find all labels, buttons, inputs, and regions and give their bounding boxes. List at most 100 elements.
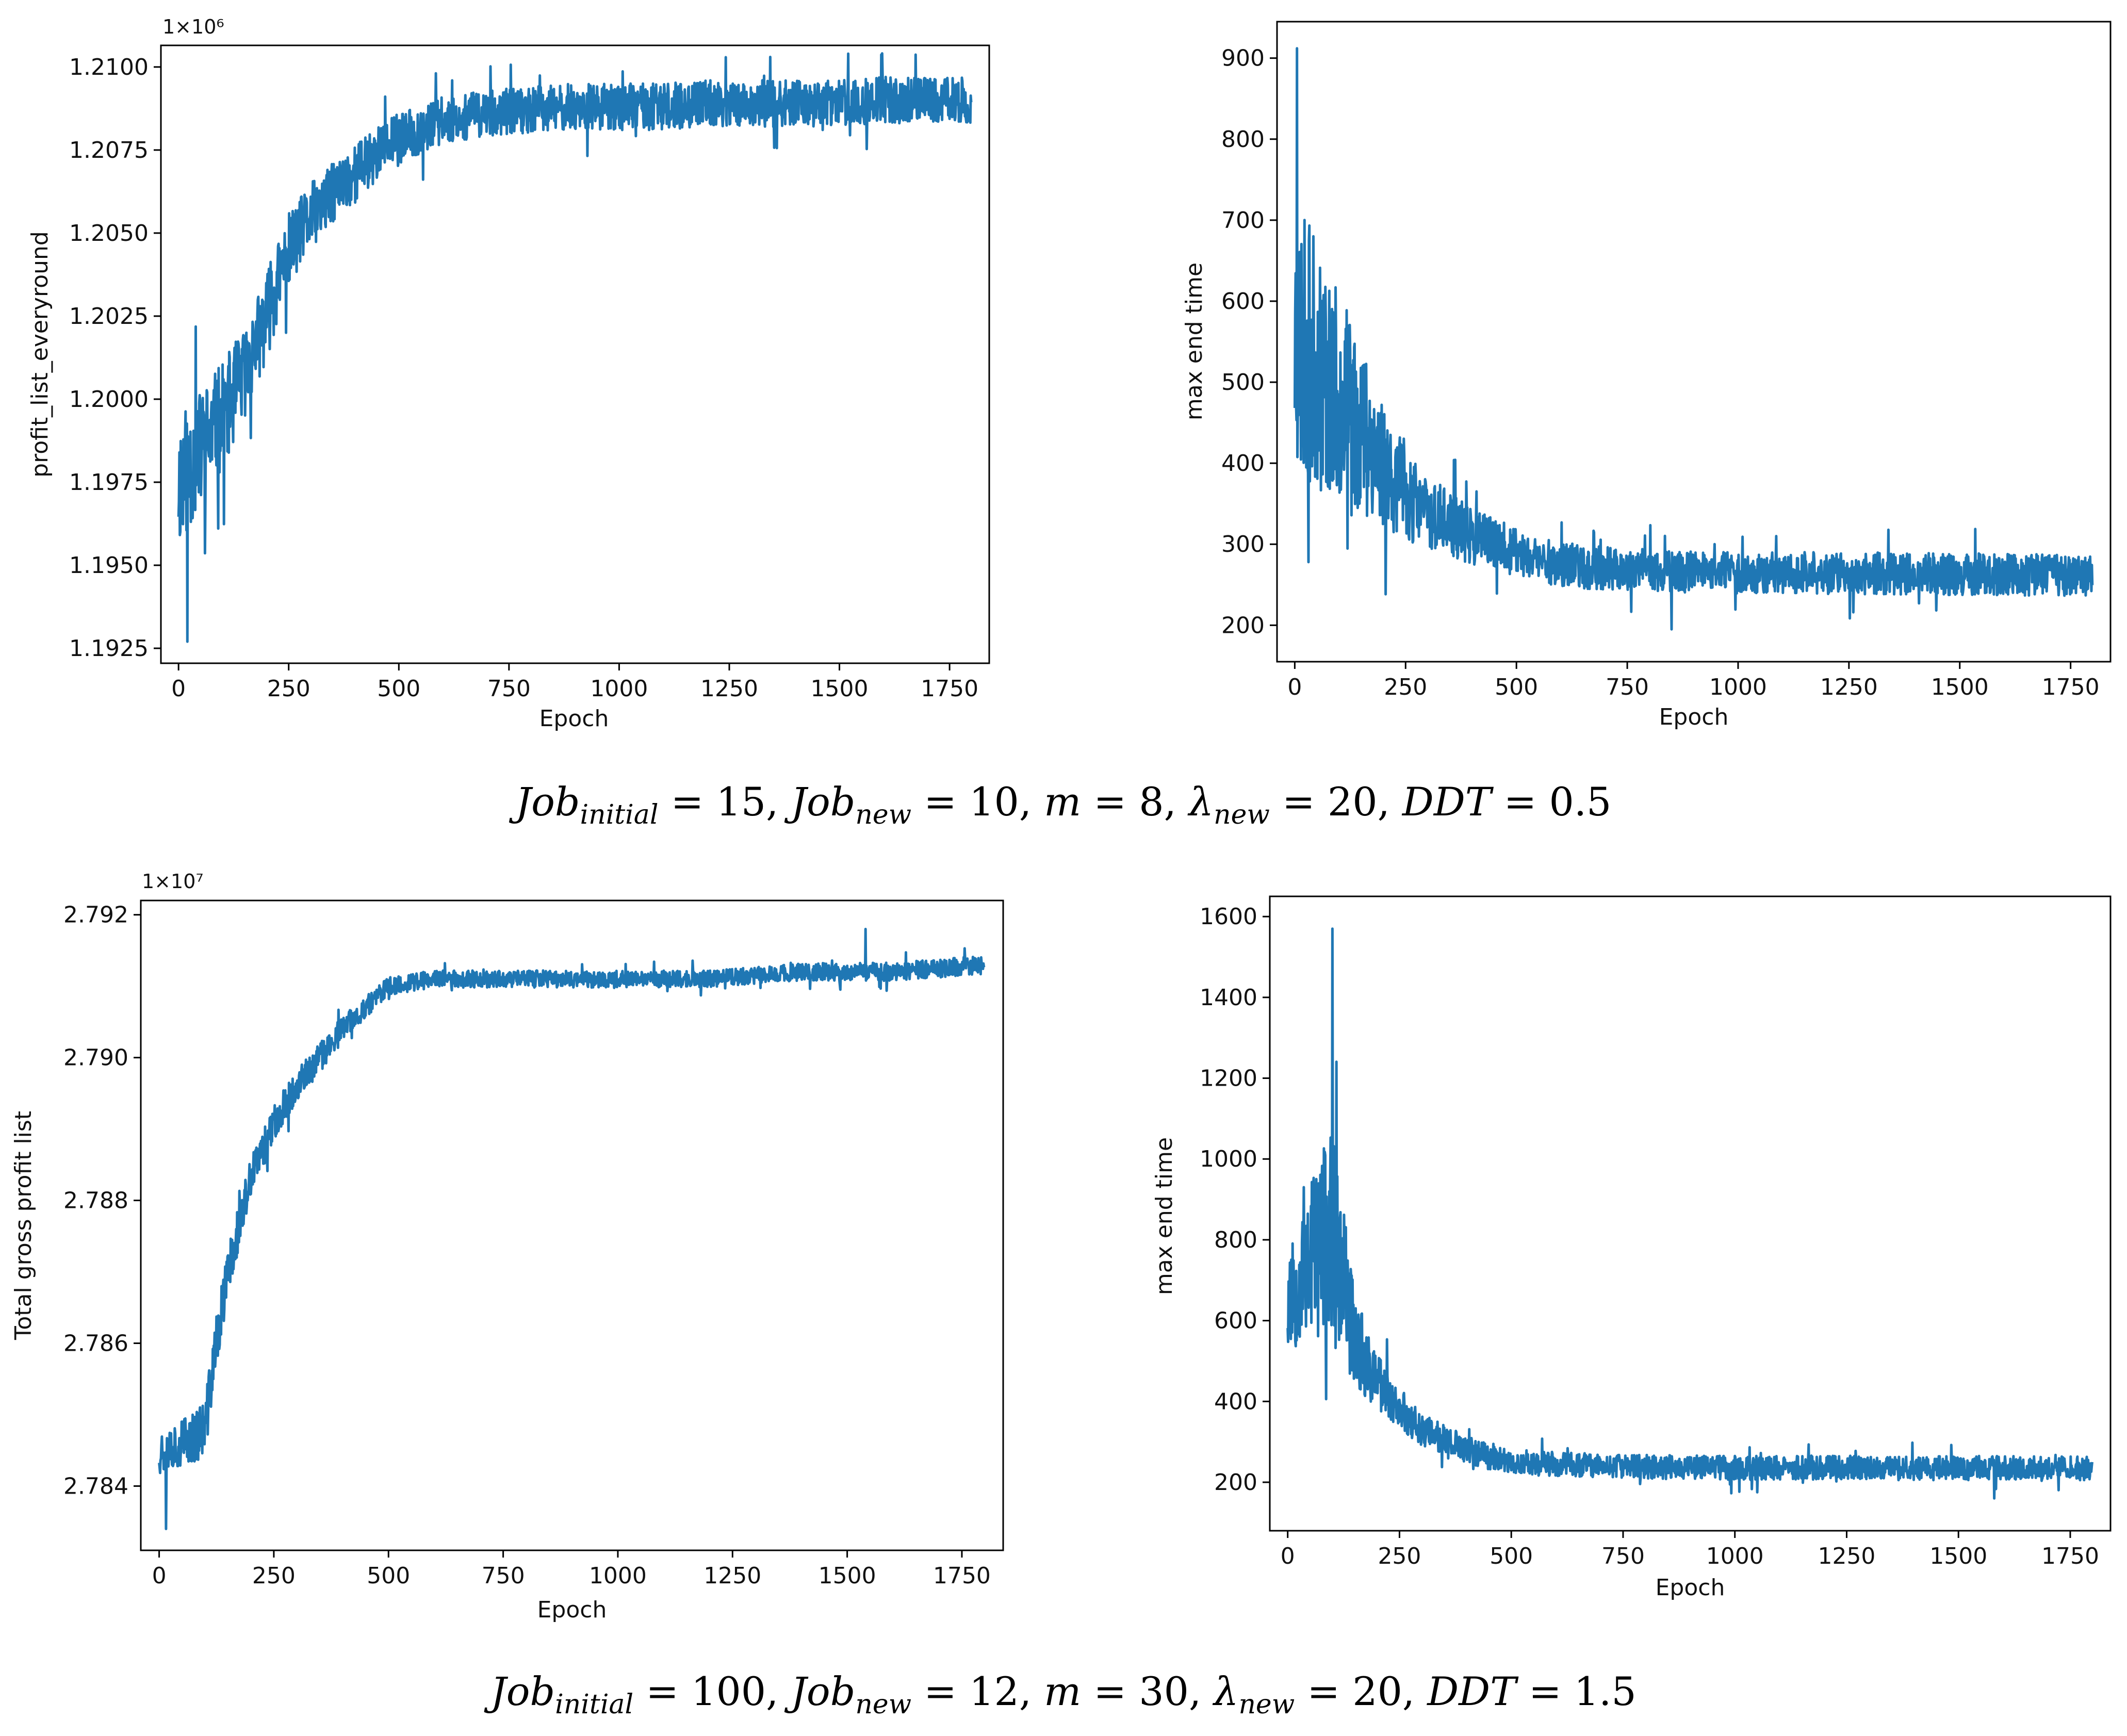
y-tick-label: 700 bbox=[1221, 207, 1265, 234]
x-tick-label: 750 bbox=[487, 676, 531, 702]
series-line bbox=[158, 927, 986, 1530]
x-tick-label: 250 bbox=[1378, 1543, 1421, 1569]
y-tick-label: 1400 bbox=[1200, 985, 1257, 1011]
series-path bbox=[1293, 47, 2094, 631]
x-tick-label: 750 bbox=[482, 1563, 525, 1589]
caption-term: DDT bbox=[1427, 1668, 1516, 1714]
y-tick-label: 1.1950 bbox=[69, 552, 149, 579]
y-ticks: 200 300 400 500 600 700 800 900 bbox=[1221, 45, 1277, 638]
caption-value: = 15, bbox=[658, 779, 791, 825]
x-tick-label: 1250 bbox=[703, 1563, 761, 1589]
caption-value: = 20, bbox=[1295, 1668, 1428, 1714]
x-tick-label: 1250 bbox=[1818, 1543, 1875, 1569]
y-tick-label: 1.2075 bbox=[69, 137, 149, 163]
caption-subscript: initial bbox=[555, 1689, 634, 1720]
plot-frame bbox=[1269, 895, 2112, 1532]
series-line bbox=[1286, 927, 2093, 1500]
x-tick-label: 1750 bbox=[2042, 674, 2100, 700]
x-tick-label: 1000 bbox=[1709, 674, 1767, 700]
y-tick-label: 400 bbox=[1221, 450, 1265, 477]
caption-value: = 20, bbox=[1269, 779, 1402, 825]
x-axis-label: Epoch bbox=[537, 1597, 607, 1623]
x-tick-label: 1500 bbox=[811, 676, 869, 702]
x-tick-label: 1250 bbox=[1820, 674, 1878, 700]
series-line bbox=[177, 52, 973, 643]
y-tick-label: 1200 bbox=[1200, 1066, 1257, 1092]
y-tick-label: 2.792 bbox=[63, 902, 128, 928]
y-offset-label: 1×10⁶ bbox=[162, 15, 224, 38]
caption-subscript: initial bbox=[580, 799, 659, 830]
y-tick-label: 800 bbox=[1214, 1227, 1257, 1253]
y-tick-label: 1.2000 bbox=[69, 386, 149, 413]
series-path bbox=[177, 52, 973, 643]
y-tick-label: 1.2100 bbox=[69, 54, 149, 80]
x-tick-label: 500 bbox=[377, 676, 420, 702]
caption-value: = 1.5 bbox=[1516, 1668, 1637, 1714]
caption-term: Job bbox=[791, 1668, 856, 1714]
caption-value: = 12, bbox=[911, 1668, 1044, 1714]
y-tick-label: 500 bbox=[1221, 369, 1265, 396]
x-tick-label: 0 bbox=[1287, 674, 1302, 700]
x-axis-label: Epoch bbox=[539, 706, 609, 732]
caption-term: λ bbox=[1188, 779, 1214, 825]
plot-frame bbox=[160, 44, 990, 664]
y-offset-label: 1×10⁷ bbox=[142, 870, 204, 893]
y-tick-label: 400 bbox=[1214, 1388, 1257, 1415]
x-tick-label: 1500 bbox=[819, 1563, 876, 1589]
y-axis-label: max end time bbox=[1151, 1137, 1177, 1295]
caption-value: = 10, bbox=[911, 779, 1044, 825]
y-axis-label: max end time bbox=[1181, 263, 1207, 420]
y-tick-label: 1.1975 bbox=[69, 469, 149, 496]
chart-max-end-time-top: 0 250 500 750 1000 1250 1500 1750 200 300 400 500 6… bbox=[1181, 21, 2112, 730]
y-tick-label: 900 bbox=[1221, 45, 1265, 72]
y-tick-label: 1.1925 bbox=[69, 635, 149, 662]
x-axis-label: Epoch bbox=[1659, 704, 1729, 730]
chart-profit-top: 1×10⁶ 0 250 500 750 1000 1250 1500 1750 1.19251… bbox=[27, 15, 990, 732]
y-tick-label: 1.2025 bbox=[69, 303, 149, 330]
y-tick-label: 200 bbox=[1221, 612, 1265, 638]
y-tick-label: 1600 bbox=[1200, 904, 1257, 930]
y-tick-label: 600 bbox=[1214, 1308, 1257, 1334]
y-tick-label: 1.2050 bbox=[69, 220, 149, 247]
caption-value: = 100, bbox=[633, 1668, 791, 1714]
x-tick-label: 500 bbox=[1490, 1543, 1533, 1569]
caption-top: Jobinitial = 15, Jobnew = 10, m = 8, λne… bbox=[0, 779, 2127, 830]
y-ticks: 2.784 2.786 2.788 2.790 2.792 bbox=[63, 902, 141, 1499]
x-tick-label: 1000 bbox=[1706, 1543, 1764, 1569]
y-tick-label: 2.788 bbox=[63, 1188, 128, 1214]
y-axis-label: profit_list_everyround bbox=[27, 231, 53, 478]
caption-term: Job bbox=[490, 1668, 555, 1714]
y-tick-label: 1000 bbox=[1200, 1146, 1257, 1172]
x-tick-label: 500 bbox=[367, 1563, 410, 1589]
y-axis-label: Total gross profit list bbox=[10, 1111, 37, 1340]
x-tick-label: 0 bbox=[171, 676, 186, 702]
y-tick-label: 300 bbox=[1221, 531, 1265, 558]
x-tick-label: 1750 bbox=[2041, 1543, 2099, 1569]
series-line bbox=[1293, 47, 2094, 631]
caption-term: Job bbox=[791, 779, 856, 825]
y-tick-label: 2.790 bbox=[63, 1045, 128, 1071]
caption-subscript: new bbox=[855, 1689, 912, 1720]
y-tick-label: 2.786 bbox=[63, 1330, 128, 1356]
series-path bbox=[158, 927, 986, 1530]
caption-subscript: new bbox=[1214, 799, 1270, 830]
x-tick-label: 1000 bbox=[589, 1563, 647, 1589]
x-tick-label: 750 bbox=[1601, 1543, 1645, 1569]
caption-term: m bbox=[1044, 779, 1082, 825]
caption-term: Job bbox=[515, 779, 580, 825]
x-tick-label: 1500 bbox=[1931, 674, 1989, 700]
x-ticks: 0 250 500 750 1000 1250 1500 1750 bbox=[152, 1550, 991, 1589]
y-tick-label: 2.784 bbox=[63, 1473, 128, 1499]
chart-total-gross-profit: 1×10⁷ 0 250 500 750 1000 1250 1500 1750 2.7842.… bbox=[10, 870, 1004, 1623]
caption-term: λ bbox=[1214, 1668, 1239, 1714]
x-tick-label: 1250 bbox=[700, 676, 758, 702]
x-ticks: 0 250 500 750 1000 1250 1500 1750 bbox=[1281, 1531, 2099, 1569]
caption-value: = 8, bbox=[1081, 779, 1189, 825]
caption-value: = 30, bbox=[1081, 1668, 1214, 1714]
caption-bottom: Jobinitial = 100, Jobnew = 12, m = 30, λ… bbox=[0, 1668, 2127, 1720]
x-tick-label: 1000 bbox=[590, 676, 648, 702]
caption-subscript: new bbox=[855, 799, 912, 830]
x-tick-label: 0 bbox=[152, 1563, 167, 1589]
caption-term: DDT bbox=[1402, 779, 1492, 825]
